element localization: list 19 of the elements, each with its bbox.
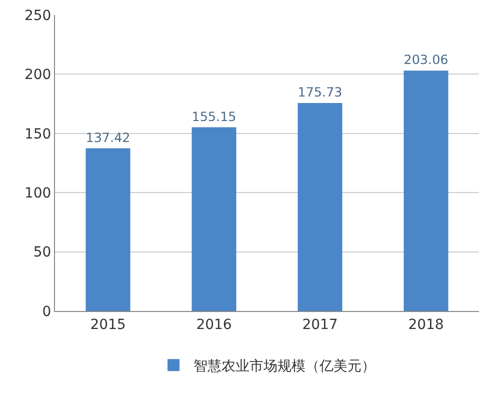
y-tick-label: 50 — [33, 244, 52, 261]
bar — [86, 148, 130, 311]
bar — [192, 127, 236, 311]
data-label: 155.15 — [192, 108, 236, 124]
data-label: 137.42 — [86, 130, 130, 145]
data-label: 203.06 — [404, 52, 448, 68]
y-tick-label: 200 — [24, 67, 52, 84]
legend-label: 智慧农业市场规模（亿美元） — [194, 358, 376, 375]
y-tick-label: 150 — [24, 126, 52, 142]
data-label: 175.73 — [298, 84, 342, 100]
x-tick-label: 2015 — [90, 316, 126, 333]
x-tick-label: 2016 — [196, 316, 232, 333]
bar — [298, 102, 342, 311]
y-tick-label: 100 — [24, 186, 52, 202]
y-tick-label: 0 — [42, 304, 52, 320]
x-tick-label: 2017 — [302, 316, 338, 333]
bar — [404, 70, 448, 311]
y-tick-label: 250 — [24, 8, 52, 24]
x-tick-label: 2018 — [408, 316, 444, 333]
